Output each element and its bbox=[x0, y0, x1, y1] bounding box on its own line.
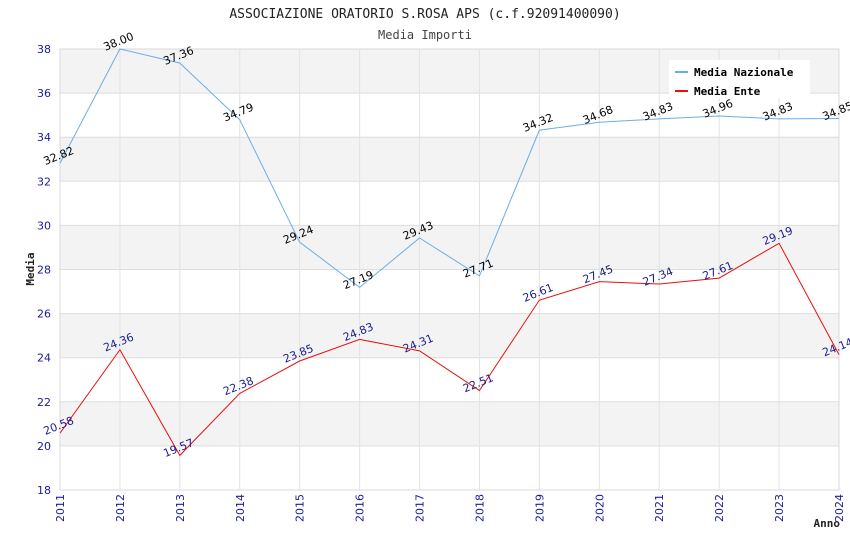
x-tick-label: 2011 bbox=[54, 494, 67, 522]
y-tick-label: 18 bbox=[37, 484, 51, 497]
data-label: 34.85 bbox=[821, 99, 850, 123]
grid-bands bbox=[60, 49, 839, 446]
x-tick-label: 2022 bbox=[713, 494, 726, 522]
data-label: 34.83 bbox=[641, 100, 675, 124]
x-tick-label: 2021 bbox=[653, 494, 666, 522]
y-tick-label: 22 bbox=[37, 396, 51, 409]
data-label: 27.19 bbox=[341, 268, 375, 292]
y-tick-label: 30 bbox=[37, 219, 51, 232]
data-label: 34.68 bbox=[581, 103, 615, 127]
plot-frame bbox=[59, 48, 840, 491]
series-line bbox=[59, 48, 840, 288]
y-tick-label: 24 bbox=[37, 352, 51, 365]
x-tick-label: 2023 bbox=[773, 494, 786, 522]
legend-entry: Media Nazionale bbox=[694, 66, 794, 79]
x-axis-ticks: 2011 2012 2013 2014 2015 2016 2017 2018 2019 2020… bbox=[54, 494, 846, 522]
y-tick-label: 20 bbox=[37, 440, 51, 453]
y-axis-label: Media bbox=[24, 252, 37, 285]
legend: Media Nazionale Media Ente bbox=[669, 60, 810, 98]
x-tick-label: 2016 bbox=[354, 494, 367, 522]
x-tick-label: 2014 bbox=[234, 494, 247, 522]
x-tick-label: 2012 bbox=[114, 494, 127, 522]
y-tick-label: 26 bbox=[37, 308, 51, 321]
data-label: 34.83 bbox=[761, 100, 795, 124]
x-tick-label: 2013 bbox=[174, 494, 187, 522]
legend-entry: Media Ente bbox=[694, 85, 761, 98]
x-tick-label: 2020 bbox=[593, 494, 606, 522]
y-tick-label: 34 bbox=[37, 131, 51, 144]
data-label: 34.96 bbox=[701, 97, 735, 121]
data-label: 34.79 bbox=[221, 101, 255, 125]
chart-title: ASSOCIAZIONE ORATORIO S.ROSA APS (c.f.92… bbox=[229, 7, 620, 22]
x-axis-label: Anno bbox=[814, 517, 841, 530]
data-label: 22.51 bbox=[461, 371, 495, 395]
x-tick-label: 2017 bbox=[414, 494, 427, 522]
y-tick-label: 38 bbox=[37, 43, 51, 56]
y-tick-label: 28 bbox=[37, 264, 51, 277]
grid-band bbox=[60, 313, 839, 358]
data-label: 34.32 bbox=[521, 111, 555, 135]
x-tick-label: 2018 bbox=[473, 494, 486, 522]
y-tick-label: 32 bbox=[37, 175, 51, 188]
chart-subtitle: Media Importi bbox=[378, 28, 472, 42]
y-axis-ticks: 18 20 22 24 26 28 30 32 34 36 38 bbox=[37, 43, 51, 497]
grid-band bbox=[60, 401, 839, 446]
x-tick-label: 2024 bbox=[833, 494, 846, 522]
grid-band bbox=[60, 225, 839, 270]
legend-box bbox=[669, 60, 810, 98]
y-tick-label: 36 bbox=[37, 87, 51, 100]
grid-lines bbox=[59, 48, 840, 491]
x-tick-label: 2015 bbox=[294, 494, 307, 522]
series-line bbox=[59, 242, 840, 457]
grid-band bbox=[60, 137, 839, 182]
x-tick-label: 2019 bbox=[533, 494, 546, 522]
